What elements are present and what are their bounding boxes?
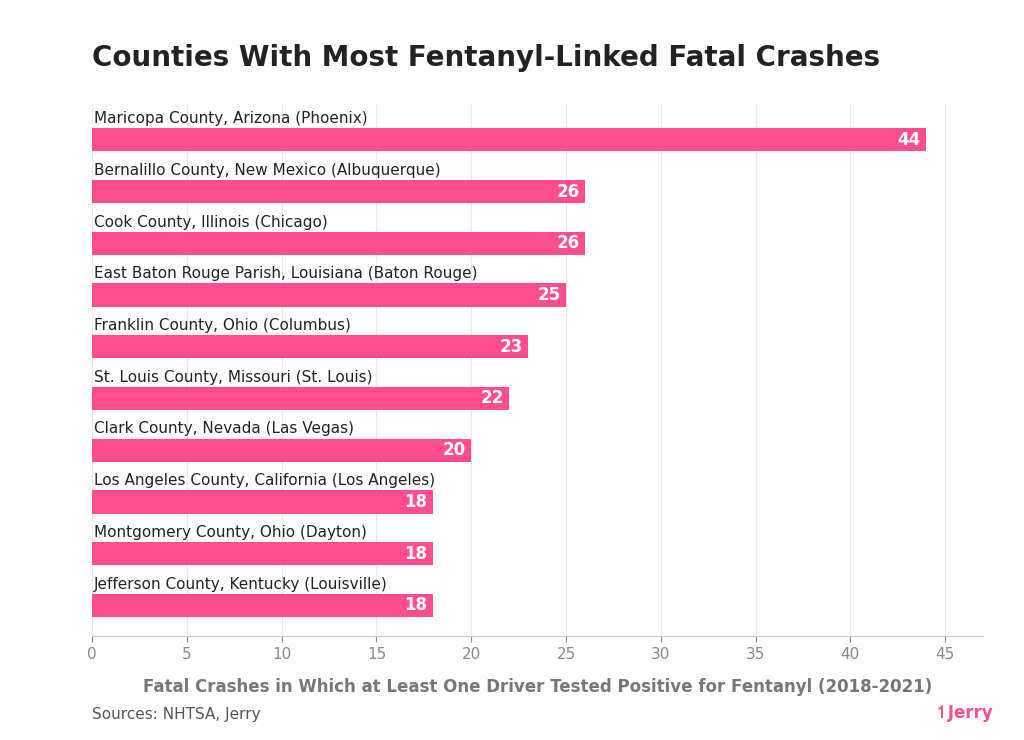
Text: Bernalillo County, New Mexico (Albuquerque): Bernalillo County, New Mexico (Albuquerq… [94, 163, 440, 178]
Text: 18: 18 [404, 596, 428, 614]
Text: ↿Jerry: ↿Jerry [935, 704, 993, 722]
Bar [92, 593, 433, 617]
Text: 18: 18 [404, 493, 428, 511]
Text: Montgomery County, Ohio (Dayton): Montgomery County, Ohio (Dayton) [94, 525, 367, 540]
Bar [92, 232, 585, 255]
Text: Franklin County, Ohio (Columbus): Franklin County, Ohio (Columbus) [94, 318, 351, 333]
Bar [92, 180, 585, 204]
Text: 25: 25 [538, 286, 560, 304]
Bar [92, 439, 471, 462]
Text: 44: 44 [897, 131, 921, 149]
Bar [92, 283, 566, 306]
Text: 23: 23 [499, 337, 522, 356]
Text: Counties With Most Fentanyl-Linked Fatal Crashes: Counties With Most Fentanyl-Linked Fatal… [92, 44, 881, 73]
Text: Clark County, Nevada (Las Vegas): Clark County, Nevada (Las Vegas) [94, 422, 354, 437]
Text: Cook County, Illinois (Chicago): Cook County, Illinois (Chicago) [94, 215, 328, 229]
Text: Sources: NHTSA, Jerry: Sources: NHTSA, Jerry [92, 707, 261, 722]
Text: 20: 20 [442, 441, 466, 460]
Text: St. Louis County, Missouri (St. Louis): St. Louis County, Missouri (St. Louis) [94, 370, 373, 385]
X-axis label: Fatal Crashes in Which at Least One Driver Tested Positive for Fentanyl (2018-20: Fatal Crashes in Which at Least One Driv… [143, 679, 932, 696]
Text: East Baton Rouge Parish, Louisiana (Baton Rouge): East Baton Rouge Parish, Louisiana (Bato… [94, 266, 477, 281]
Text: 22: 22 [480, 389, 504, 408]
Bar [92, 387, 509, 410]
Text: 18: 18 [404, 545, 428, 562]
Text: 26: 26 [556, 183, 580, 201]
Bar [92, 542, 433, 565]
Text: Jefferson County, Kentucky (Louisville): Jefferson County, Kentucky (Louisville) [94, 576, 388, 592]
Text: Maricopa County, Arizona (Phoenix): Maricopa County, Arizona (Phoenix) [94, 111, 368, 126]
Bar [92, 491, 433, 514]
Bar [92, 128, 926, 152]
Text: Los Angeles County, California (Los Angeles): Los Angeles County, California (Los Ange… [94, 473, 435, 488]
Bar [92, 335, 528, 358]
Text: 26: 26 [556, 235, 580, 252]
